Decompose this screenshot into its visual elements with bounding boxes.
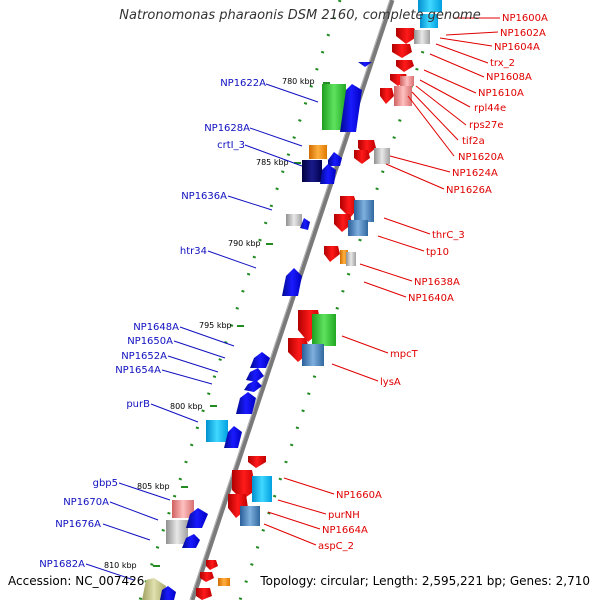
label-np1636a: NP1636A <box>181 191 227 202</box>
gene-np1624a <box>354 150 370 164</box>
label-np1604a: NP1604A <box>494 42 540 53</box>
gene-trx-2 <box>396 60 414 72</box>
tick-label-800: 800 kbp <box>170 402 203 411</box>
gene-np1636a <box>286 214 302 226</box>
label-np1624a: NP1624A <box>452 168 498 179</box>
gene-thrc-3 <box>340 196 358 218</box>
tick-label-795: 795 kbp <box>199 321 232 330</box>
tick-label-780: 780 kbp <box>282 77 315 86</box>
gene-np1676a <box>186 508 208 528</box>
gene-np1604a <box>392 44 412 58</box>
reverse-connectors <box>263 17 500 546</box>
gene-np1610a <box>400 76 414 86</box>
gene-purb <box>206 420 228 442</box>
label-np1602a: NP1602A <box>500 28 546 39</box>
label-np1676a: NP1676A <box>55 519 101 530</box>
map-title: Natronomonas pharaonis DSM 2160, complet… <box>119 8 481 23</box>
gene-np1640a <box>340 250 348 264</box>
forward-gene-features <box>142 62 372 600</box>
tick-label-810: 810 kbp <box>104 561 137 570</box>
gene-np1670a <box>166 520 188 544</box>
gene-crti-3 <box>302 160 322 182</box>
label-np1640a: NP1640A <box>408 293 454 304</box>
gene-np1600a <box>418 0 442 12</box>
label-np1654a: NP1654A <box>115 365 161 376</box>
accession-text: Accession: NC_007426 <box>8 574 145 588</box>
gene-np1650a <box>246 368 264 382</box>
label-aspc-2: aspC_2 <box>318 541 354 552</box>
gene-np1622a-arrow <box>340 84 362 132</box>
label-rps27e: rps27e <box>469 120 504 131</box>
label-np1622a: NP1622A <box>220 78 266 89</box>
gene-rps27e <box>380 88 394 104</box>
label-np1652a: NP1652A <box>121 351 167 362</box>
genome-summary-text: Topology: circular; Length: 2,595,221 bp… <box>260 574 590 588</box>
label-np1682a: NP1682A <box>39 559 85 570</box>
reverse-gene-features <box>196 0 442 600</box>
label-np1660a: NP1660A <box>336 490 382 501</box>
label-np1650a: NP1650A <box>127 336 173 347</box>
label-np1628a: NP1628A <box>204 123 250 134</box>
gene-np1652a <box>244 380 262 392</box>
label-trx-2: trx_2 <box>490 58 515 69</box>
scale-ticks: 780 kbp 785 kbp 790 kbp 795 kbp 800 kbp … <box>104 77 330 570</box>
label-htr34: htr34 <box>180 246 207 257</box>
gene-np1682a <box>142 578 166 600</box>
label-thrc-3: thrC_3 <box>432 230 465 241</box>
label-mpct: mpcT <box>390 349 419 360</box>
forward-connectors <box>85 83 319 581</box>
label-crti-3: crtI_3 <box>217 140 245 151</box>
gene-np1648a <box>250 352 270 368</box>
label-rpl44e: rpl44e <box>474 103 506 114</box>
gene-np1602a <box>396 28 418 44</box>
tick-label-790: 790 kbp <box>228 239 261 248</box>
tick-label-805: 805 kbp <box>137 482 170 491</box>
label-tp10: tp10 <box>426 247 449 258</box>
tick-label-785: 785 kbp <box>256 158 289 167</box>
label-np1600a: NP1600A <box>502 13 548 24</box>
gene-np1638a <box>324 246 340 262</box>
label-np1664a: NP1664A <box>322 525 368 536</box>
label-np1648a: NP1648A <box>133 322 179 333</box>
gene-np1654a <box>236 392 256 414</box>
label-np1610a: NP1610A <box>478 88 524 99</box>
gene-purnh <box>252 476 272 502</box>
gene-htr34 <box>282 268 302 296</box>
gene-np1626a <box>374 148 390 164</box>
label-tif2a: tif2a <box>462 136 485 147</box>
gene-aspc-2 <box>240 506 260 526</box>
label-lysa: lysA <box>380 377 401 388</box>
label-purb: purB <box>126 399 150 410</box>
label-np1620a: NP1620A <box>458 152 504 163</box>
label-np1638a: NP1638A <box>414 277 460 288</box>
gene-tp10 <box>334 214 352 232</box>
label-np1608a: NP1608A <box>486 72 532 83</box>
label-purnh: purNH <box>328 510 360 521</box>
gene-np1628a <box>309 145 327 159</box>
label-np1670a: NP1670A <box>63 497 109 508</box>
label-np1626a: NP1626A <box>446 185 492 196</box>
label-gbp5: gbp5 <box>93 478 118 489</box>
gene-gbp5 <box>172 500 194 518</box>
gene-np1660a <box>232 470 256 500</box>
gene-rpl44e <box>394 86 412 106</box>
